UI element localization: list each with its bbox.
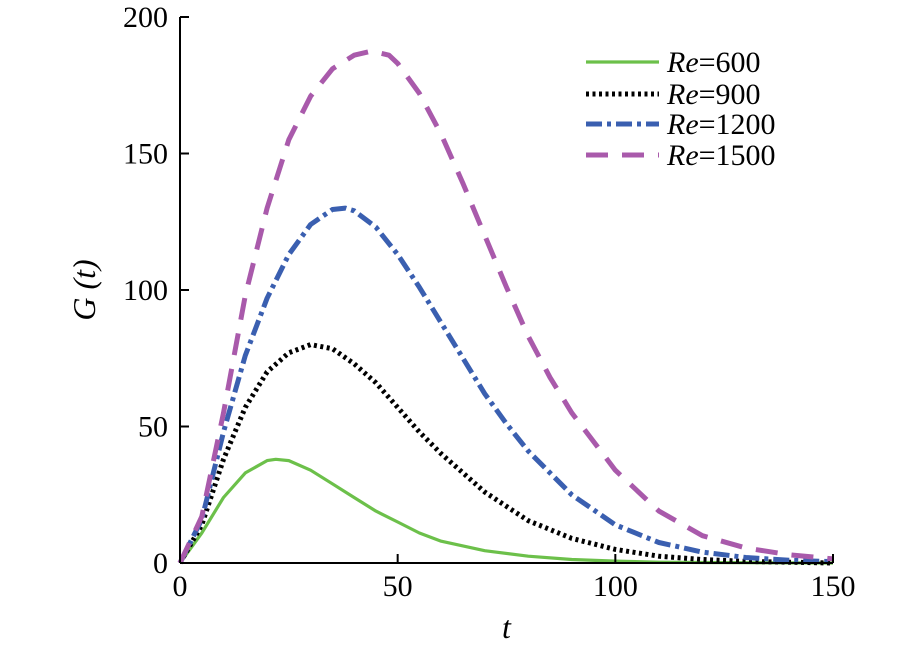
- series-line-re-1200: [177, 205, 834, 565]
- x-tick-label: 50: [383, 570, 413, 603]
- legend-label: Re=600: [666, 46, 761, 79]
- y-tick-label: 0: [153, 547, 168, 580]
- y-tick-label: 50: [138, 411, 168, 444]
- series-line-re-900: [177, 342, 834, 566]
- x-tick-label: 150: [811, 570, 856, 603]
- x-tick-label: 0: [173, 570, 188, 603]
- y-tick-label: 100: [123, 274, 168, 307]
- y-axis: 0 50 100 150 200: [123, 1, 189, 580]
- legend-label: Re=900: [666, 78, 761, 111]
- series-line-re-1500: [177, 48, 834, 565]
- x-axis: 0 50 100 150: [173, 554, 856, 603]
- legend-label-prefix: Re: [666, 46, 699, 79]
- legend-label-value: =1500: [699, 139, 776, 172]
- y-axis-title: G (t): [66, 259, 102, 320]
- legend-label-value: =900: [699, 78, 761, 111]
- legend-label-prefix: Re: [666, 108, 699, 141]
- x-tick-label: 100: [593, 570, 638, 603]
- x-axis-title: t: [502, 609, 512, 645]
- legend-label-prefix: Re: [666, 139, 699, 172]
- legend-label-prefix: Re: [666, 78, 699, 111]
- legend-label-value: =1200: [699, 108, 776, 141]
- legend-label-value: =600: [699, 46, 761, 79]
- legend-label: Re=1500: [666, 139, 776, 172]
- legend-label: Re=1200: [666, 108, 776, 141]
- y-tick-label: 150: [123, 138, 168, 171]
- y-tick-label: 200: [123, 1, 168, 34]
